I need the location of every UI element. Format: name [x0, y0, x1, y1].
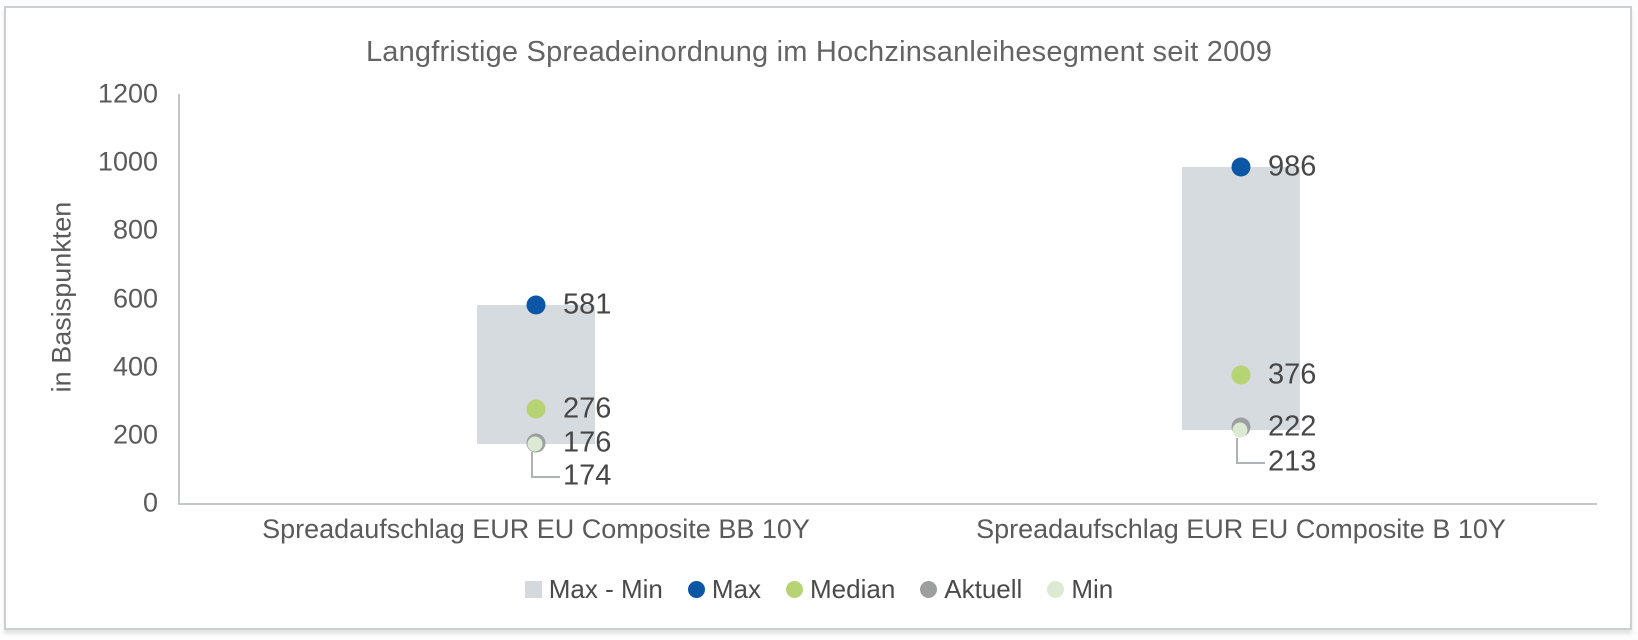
- callout-leader-line: [531, 451, 560, 478]
- x-axis-line: [178, 503, 1597, 505]
- y-tick-label: 200: [112, 419, 158, 450]
- max-marker: [1231, 157, 1251, 177]
- max-marker: [526, 295, 546, 315]
- y-tick-label: 1200: [97, 78, 158, 109]
- min-marker: [1232, 422, 1248, 438]
- min-value-label: 174: [563, 459, 612, 492]
- aktuell-value-label: 222: [1268, 410, 1317, 443]
- y-axis-line: [178, 94, 180, 503]
- callout-leader-line: [1236, 438, 1265, 465]
- max-value-label: 581: [563, 288, 612, 321]
- max-min-range-bar: [477, 304, 595, 444]
- min-marker: [527, 436, 543, 452]
- y-tick-label: 0: [142, 487, 158, 518]
- y-tick-label: 600: [112, 283, 158, 313]
- legend-swatch-square: [524, 581, 542, 598]
- legend-item-median: Median: [786, 574, 895, 605]
- legend-swatch-circle: [786, 581, 803, 598]
- min-value-label: 213: [1268, 445, 1317, 478]
- max-min-range-bar: [1182, 166, 1300, 431]
- aktuell-value-label: 176: [563, 426, 612, 459]
- legend-item-min: Min: [1047, 574, 1113, 605]
- category-label: Spreadaufschlag EUR EU Composite BB 10Y: [262, 514, 810, 544]
- legend-label: Aktuell: [944, 574, 1023, 604]
- category-label: Spreadaufschlag EUR EU Composite B 10Y: [976, 514, 1506, 544]
- legend: Max - Min Max Median Aktuell Min: [0, 574, 1638, 605]
- legend-label: Max: [711, 574, 761, 604]
- chart-card: [4, 6, 1632, 630]
- legend-swatch-circle: [1047, 581, 1065, 598]
- legend-label: Median: [810, 574, 896, 604]
- legend-label: Min: [1071, 574, 1114, 604]
- legend-swatch-circle: [687, 581, 705, 598]
- median-marker: [526, 399, 546, 419]
- median-value-label: 276: [563, 392, 612, 425]
- chart-title: Langfristige Spreadeinordnung im Hochzin…: [365, 36, 1273, 68]
- median-value-label: 376: [1268, 358, 1317, 391]
- max-value-label: 986: [1268, 150, 1317, 183]
- legend-label: Max - Min: [548, 574, 663, 604]
- legend-item-aktuell: Aktuell: [920, 574, 1022, 605]
- y-tick-label: 800: [112, 214, 158, 245]
- y-tick-label: 400: [112, 351, 158, 382]
- median-marker: [1231, 365, 1251, 385]
- y-tick-label: 1000: [97, 146, 158, 177]
- legend-item-max: Max: [687, 574, 761, 605]
- legend-swatch-circle: [920, 581, 938, 598]
- legend-item-max-min: Max - Min: [524, 574, 663, 605]
